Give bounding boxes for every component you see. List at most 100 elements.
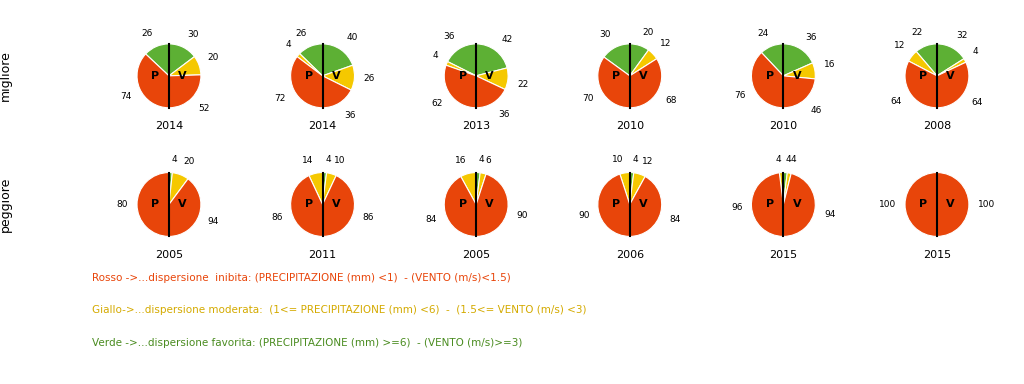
Text: 16: 16 — [455, 156, 466, 165]
Text: 2010: 2010 — [615, 121, 644, 131]
Text: P: P — [152, 71, 160, 81]
Wedge shape — [620, 172, 630, 204]
Text: 16: 16 — [823, 60, 836, 70]
Text: P: P — [305, 199, 313, 210]
Text: 24: 24 — [757, 29, 768, 38]
Wedge shape — [137, 172, 169, 237]
Wedge shape — [461, 172, 476, 204]
Text: 2013: 2013 — [462, 121, 490, 131]
Text: 2005: 2005 — [155, 250, 183, 260]
Text: 46: 46 — [811, 106, 822, 115]
Text: 4: 4 — [633, 155, 638, 164]
Text: 36: 36 — [498, 110, 510, 119]
Text: V: V — [639, 71, 647, 81]
Text: 26: 26 — [364, 74, 375, 83]
Wedge shape — [444, 177, 476, 237]
Text: V: V — [332, 71, 340, 81]
Text: 86: 86 — [271, 214, 283, 222]
Text: 84: 84 — [425, 215, 436, 223]
Wedge shape — [476, 172, 480, 204]
Wedge shape — [444, 65, 476, 108]
Wedge shape — [783, 173, 792, 204]
Wedge shape — [169, 172, 172, 204]
Wedge shape — [323, 173, 336, 204]
Wedge shape — [169, 179, 201, 237]
Text: 62: 62 — [431, 99, 442, 108]
Text: V: V — [946, 199, 954, 210]
Text: 42: 42 — [501, 35, 512, 43]
Text: 94: 94 — [824, 210, 836, 218]
Text: 4: 4 — [286, 40, 292, 49]
Text: V: V — [485, 71, 494, 81]
Wedge shape — [916, 44, 937, 76]
Text: 2006: 2006 — [615, 250, 644, 260]
Text: V: V — [793, 71, 801, 81]
Text: 36: 36 — [344, 111, 355, 119]
Text: P: P — [305, 71, 313, 81]
Wedge shape — [630, 50, 656, 76]
Text: P: P — [920, 199, 928, 210]
Text: 20: 20 — [208, 53, 219, 62]
Text: Rosso ->...dispersione  inibita: (PRECIPITAZIONE (mm) <1)  - (VENTO (m/s)<1.5): Rosso ->...dispersione inibita: (PRECIPI… — [92, 273, 511, 283]
Text: 12: 12 — [894, 41, 905, 50]
Text: P: P — [459, 71, 467, 81]
Text: 10: 10 — [612, 155, 624, 164]
Text: 12: 12 — [642, 157, 653, 166]
Text: 80: 80 — [117, 200, 128, 209]
Wedge shape — [145, 44, 169, 76]
Text: 72: 72 — [274, 94, 286, 103]
Wedge shape — [752, 53, 783, 108]
Wedge shape — [291, 56, 323, 108]
Wedge shape — [169, 75, 201, 108]
Wedge shape — [169, 44, 195, 76]
Wedge shape — [908, 51, 937, 76]
Wedge shape — [630, 59, 662, 108]
Wedge shape — [937, 44, 964, 76]
Wedge shape — [783, 76, 815, 108]
Text: P: P — [920, 71, 928, 81]
Wedge shape — [300, 44, 323, 76]
Wedge shape — [905, 172, 937, 237]
Wedge shape — [779, 172, 783, 204]
Text: 10: 10 — [334, 156, 345, 165]
Text: P: P — [766, 199, 774, 210]
Text: 76: 76 — [734, 91, 745, 100]
Text: 40: 40 — [346, 33, 357, 43]
Text: V: V — [793, 199, 801, 210]
Wedge shape — [309, 172, 323, 204]
Text: 2005: 2005 — [462, 250, 490, 260]
Text: 22: 22 — [517, 80, 528, 89]
Text: V: V — [332, 199, 340, 210]
Wedge shape — [447, 44, 476, 76]
Text: 2014: 2014 — [308, 121, 337, 131]
Text: P: P — [612, 71, 621, 81]
Text: V: V — [946, 71, 954, 81]
Wedge shape — [937, 59, 966, 76]
Text: 2010: 2010 — [769, 121, 798, 131]
Wedge shape — [323, 44, 352, 76]
Text: 30: 30 — [187, 30, 199, 39]
Text: 6: 6 — [485, 156, 490, 165]
Text: 4: 4 — [775, 155, 780, 164]
Wedge shape — [446, 61, 476, 76]
Wedge shape — [323, 175, 354, 237]
Text: P: P — [766, 71, 774, 81]
Text: 2015: 2015 — [923, 250, 951, 260]
Text: 4: 4 — [791, 155, 797, 164]
Text: 70: 70 — [582, 94, 593, 103]
Text: 4: 4 — [785, 155, 792, 164]
Wedge shape — [169, 56, 201, 76]
Text: 64: 64 — [972, 98, 983, 107]
Wedge shape — [169, 173, 188, 204]
Text: 100: 100 — [879, 200, 896, 209]
Text: 74: 74 — [120, 92, 131, 101]
Text: 14: 14 — [302, 156, 313, 165]
Text: Verde ->...dispersione favorita: (PRECIPITAZIONE (mm) >=6)  - (VENTO (m/s)>=3): Verde ->...dispersione favorita: (PRECIP… — [92, 338, 522, 348]
Wedge shape — [937, 62, 969, 108]
Wedge shape — [323, 172, 327, 204]
Text: 100: 100 — [978, 200, 995, 209]
Text: 30: 30 — [600, 30, 611, 40]
Text: 36: 36 — [806, 33, 817, 41]
Text: P: P — [612, 199, 621, 210]
Text: 2014: 2014 — [155, 121, 183, 131]
